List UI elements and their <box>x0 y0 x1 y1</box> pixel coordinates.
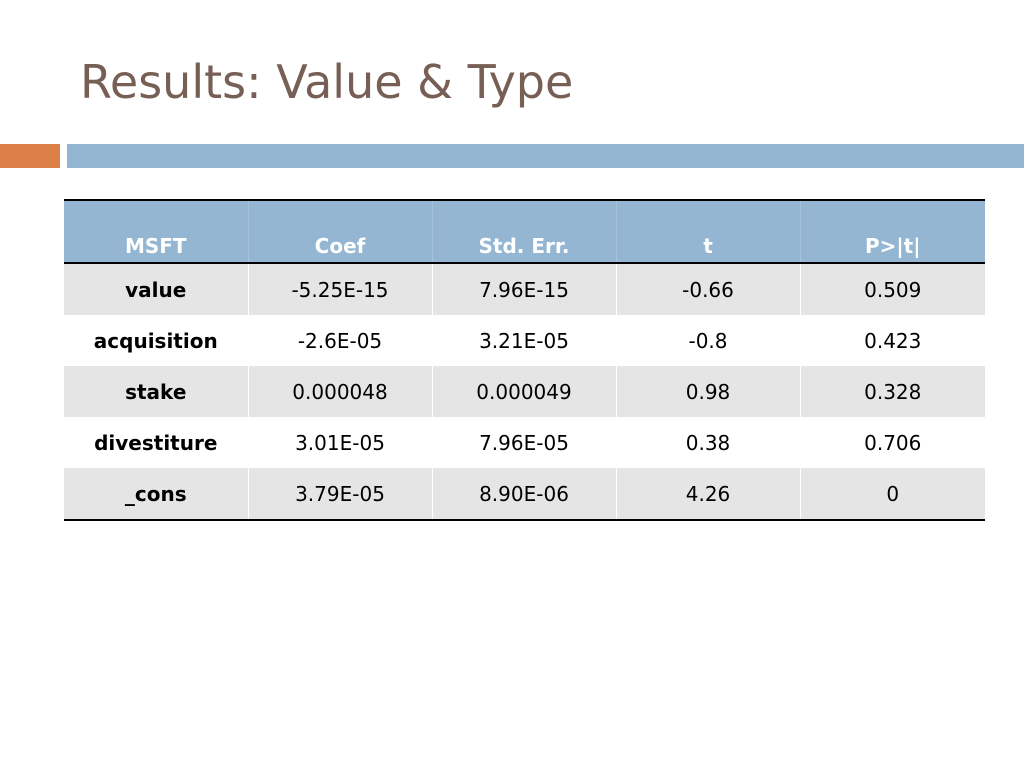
accent-bar-blue <box>67 144 1024 168</box>
table-header: MSFT Coef Std. Err. t P>|t| <box>64 200 985 264</box>
std-err-cell: 0.000049 <box>432 366 617 417</box>
slide-title: Results: Value & Type <box>80 55 574 109</box>
t-cell: 4.26 <box>616 468 801 520</box>
std-err-cell: 8.90E-06 <box>432 468 617 520</box>
coef-cell: -5.25E-15 <box>248 263 433 315</box>
row-label: acquisition <box>64 315 249 366</box>
std-err-cell: 7.96E-05 <box>432 417 617 468</box>
p-value-cell: 0.328 <box>800 366 985 417</box>
results-table: MSFT Coef Std. Err. t P>|t| value -5.25E… <box>64 199 985 521</box>
table-row: _cons 3.79E-05 8.90E-06 4.26 0 <box>64 468 985 520</box>
coef-cell: -2.6E-05 <box>248 315 433 366</box>
t-cell: -0.8 <box>616 315 801 366</box>
coef-cell: 3.79E-05 <box>248 468 433 520</box>
std-err-cell: 7.96E-15 <box>432 263 617 315</box>
table-row: divestiture 3.01E-05 7.96E-05 0.38 0.706 <box>64 417 985 468</box>
table-body: value -5.25E-15 7.96E-15 -0.66 0.509 acq… <box>64 263 985 520</box>
table-row: value -5.25E-15 7.96E-15 -0.66 0.509 <box>64 263 985 315</box>
std-err-cell: 3.21E-05 <box>432 315 617 366</box>
header-cell-p-value: P>|t| <box>800 200 985 264</box>
table-row: acquisition -2.6E-05 3.21E-05 -0.8 0.423 <box>64 315 985 366</box>
header-cell-coef: Coef <box>248 200 433 264</box>
header-cell-std-err: Std. Err. <box>432 200 617 264</box>
accent-bar-orange <box>0 144 60 168</box>
t-cell: -0.66 <box>616 263 801 315</box>
row-label: divestiture <box>64 417 249 468</box>
t-cell: 0.38 <box>616 417 801 468</box>
header-row: MSFT Coef Std. Err. t P>|t| <box>64 200 985 264</box>
header-cell-msft: MSFT <box>64 200 249 264</box>
coef-cell: 0.000048 <box>248 366 433 417</box>
row-label: stake <box>64 366 249 417</box>
p-value-cell: 0.423 <box>800 315 985 366</box>
header-cell-t: t <box>616 200 801 264</box>
p-value-cell: 0.509 <box>800 263 985 315</box>
row-label: value <box>64 263 249 315</box>
coef-cell: 3.01E-05 <box>248 417 433 468</box>
table-row: stake 0.000048 0.000049 0.98 0.328 <box>64 366 985 417</box>
row-label: _cons <box>64 468 249 520</box>
t-cell: 0.98 <box>616 366 801 417</box>
p-value-cell: 0 <box>800 468 985 520</box>
p-value-cell: 0.706 <box>800 417 985 468</box>
